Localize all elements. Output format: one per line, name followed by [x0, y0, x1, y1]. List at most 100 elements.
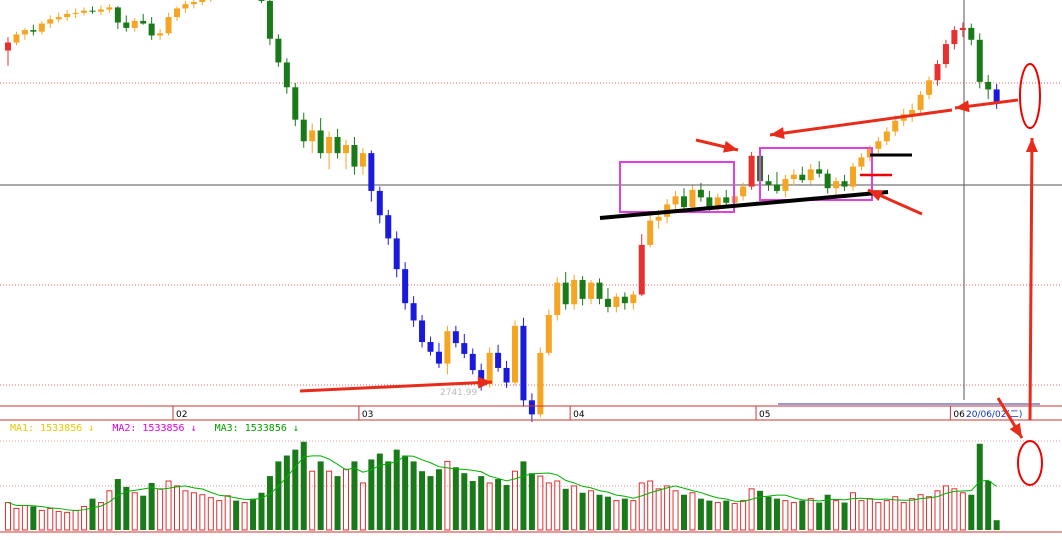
- candle: [47, 15, 54, 28]
- candle-body: [72, 12, 79, 14]
- volume-bar: [72, 509, 79, 531]
- candle: [790, 169, 797, 186]
- candle: [959, 22, 966, 38]
- candle: [545, 309, 552, 356]
- volume-bar: [300, 441, 307, 530]
- volume-bar: [334, 476, 341, 530]
- candle: [748, 152, 755, 190]
- arrow-head: [1009, 422, 1022, 438]
- volume-bar: [233, 500, 240, 530]
- volume-bar: [841, 502, 848, 530]
- candle: [807, 163, 814, 185]
- candle: [427, 336, 434, 356]
- candle-body: [393, 238, 400, 270]
- arrow-head: [955, 100, 970, 113]
- volume-bar: [731, 503, 738, 531]
- candle-body: [866, 148, 873, 158]
- volume-bar: [697, 498, 704, 530]
- candle: [106, 4, 113, 13]
- volume-bar: [976, 443, 983, 530]
- candle-body: [562, 282, 569, 305]
- candle: [326, 131, 333, 170]
- candle: [917, 91, 924, 115]
- candle-body: [461, 343, 468, 354]
- volume-bar: [647, 480, 654, 531]
- candle: [89, 6, 96, 14]
- candle: [909, 103, 916, 122]
- candle: [850, 162, 856, 191]
- candle-body: [858, 157, 865, 167]
- volume-bar: [909, 498, 916, 531]
- candle-body: [917, 94, 924, 110]
- volume-bar: [385, 461, 392, 530]
- candle-body: [469, 353, 476, 371]
- candle: [131, 18, 138, 32]
- candle: [114, 6, 121, 29]
- arrow-head: [1025, 138, 1038, 153]
- volume-bar: [402, 455, 409, 530]
- candle-body: [182, 4, 189, 9]
- candle: [689, 185, 696, 212]
- month-label: 02: [176, 410, 187, 420]
- month-label: 05: [759, 410, 770, 420]
- arrow-shaft: [1028, 137, 1034, 421]
- candle-body: [97, 9, 104, 12]
- volume-bar: [452, 467, 459, 530]
- volume-bar: [951, 488, 958, 531]
- volume-bar: [13, 507, 20, 531]
- candle-body: [985, 81, 992, 90]
- candle-body: [148, 23, 155, 36]
- candle-body: [613, 296, 620, 307]
- candle-body: [292, 87, 299, 120]
- candle-body: [545, 315, 552, 353]
- volume-bar: [275, 461, 282, 530]
- ma2-label: MA2:: [112, 423, 137, 434]
- candle-body: [419, 320, 426, 343]
- candle-body: [976, 39, 983, 82]
- candle: [368, 150, 375, 202]
- candle: [672, 190, 679, 210]
- candle: [210, 0, 212, 2]
- volume-bar: [38, 509, 45, 531]
- candle: [537, 347, 544, 418]
- candle-body: [343, 145, 349, 154]
- candle-body: [723, 197, 730, 203]
- cursor-date-label: 20/06/02(二): [966, 410, 1022, 420]
- candle: [951, 26, 958, 50]
- volume-bar: [571, 485, 578, 531]
- candle: [833, 177, 840, 198]
- candle: [976, 33, 983, 89]
- volume-bar: [343, 468, 349, 531]
- volume-bar: [250, 498, 257, 530]
- candle: [55, 12, 62, 23]
- volume-bar: [317, 461, 324, 530]
- volume-bar: [351, 461, 358, 530]
- candle: [190, 0, 197, 9]
- volume-bar: [368, 459, 375, 530]
- ma2-value: 1533856: [142, 423, 185, 434]
- candle-body: [697, 189, 704, 198]
- volume-bar: [106, 490, 113, 531]
- candle: [334, 128, 341, 159]
- volume-bar: [55, 510, 62, 531]
- volume-bar: [157, 488, 164, 531]
- candle: [165, 12, 172, 36]
- volume-bar: [47, 507, 54, 531]
- volume-bar: [114, 479, 121, 530]
- candle-body: [266, 0, 273, 39]
- candle: [858, 153, 865, 171]
- candle: [782, 174, 789, 198]
- volume-bar: [469, 481, 476, 530]
- red-arrow: [695, 138, 739, 153]
- candle: [292, 82, 299, 127]
- candle-body: [579, 279, 586, 299]
- volume-bar: [292, 449, 299, 530]
- volume-bar: [985, 481, 992, 530]
- volume-bar: [833, 500, 840, 531]
- red-arrow: [867, 188, 923, 216]
- candle-body: [782, 179, 789, 191]
- volume-bar: [883, 500, 890, 531]
- volume-bar: [419, 471, 426, 530]
